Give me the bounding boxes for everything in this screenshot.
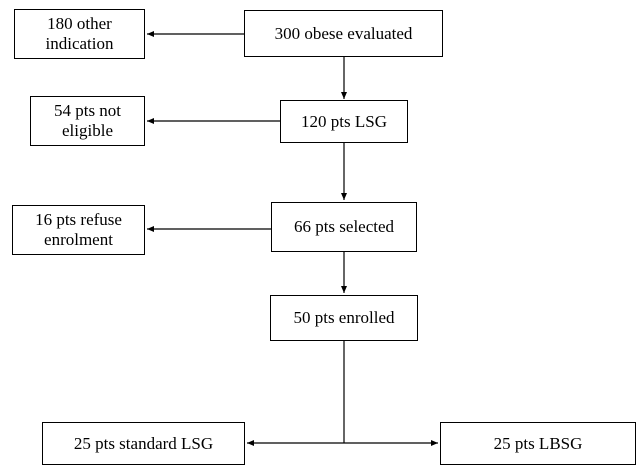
box-standard-lsg-label: 25 pts standard LSG — [73, 433, 214, 453]
box-refuse-enrolment-label: 16 pts refuse enrolment — [35, 210, 122, 249]
box-other-indication: 180 other indication — [14, 9, 145, 59]
box-selected: 66 pts selected — [271, 202, 417, 252]
box-lbsg-label: 25 pts LBSG — [493, 433, 583, 453]
box-lsg-label: 120 pts LSG — [301, 111, 387, 131]
box-refuse-enrolment: 16 pts refuse enrolment — [12, 205, 145, 255]
box-other-indication-label: 180 other indication — [45, 14, 114, 53]
box-lsg: 120 pts LSG — [280, 100, 408, 143]
box-not-eligible-label: 54 pts not eligible — [53, 101, 122, 140]
box-standard-lsg: 25 pts standard LSG — [42, 422, 245, 465]
box-obese-evaluated-label: 300 obese evaluated — [274, 23, 413, 43]
box-not-eligible: 54 pts not eligible — [30, 96, 145, 146]
box-enrolled: 50 pts enrolled — [270, 295, 418, 341]
box-selected-label: 66 pts selected — [293, 217, 395, 236]
box-obese-evaluated: 300 obese evaluated — [244, 10, 443, 57]
box-enrolled-label: 50 pts enrolled — [293, 308, 395, 327]
box-lbsg: 25 pts LBSG — [440, 422, 636, 465]
